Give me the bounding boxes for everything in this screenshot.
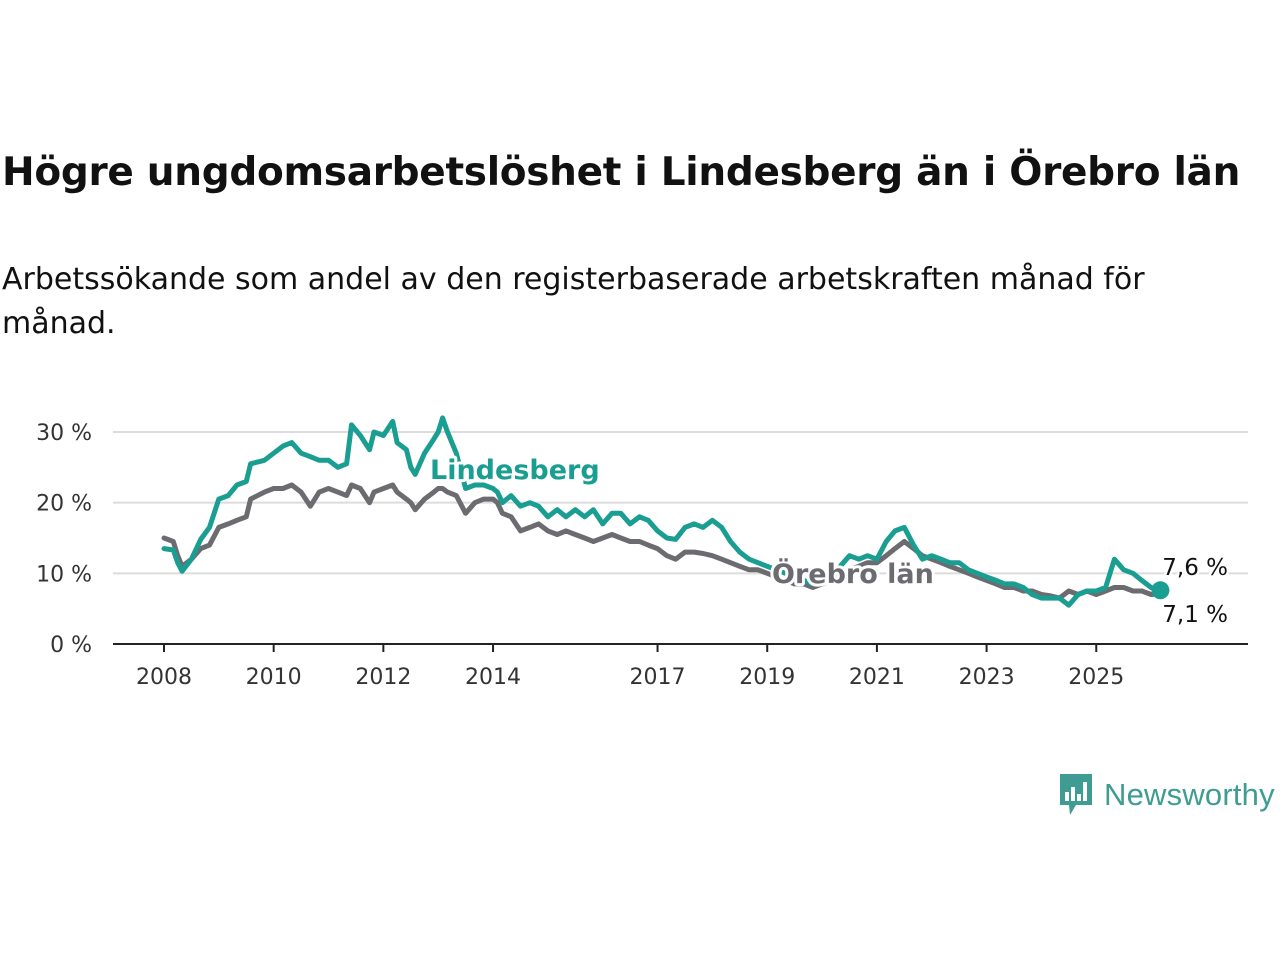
newsworthy-brand[interactable]: Newsworthy (1058, 772, 1275, 818)
chart-subtitle: Arbetssökande som andel av den registerb… (2, 262, 1145, 341)
x-axis: 2008 2010 2012 2014 2017 2019 2021 2023 2025 (113, 643, 1248, 690)
y-tick-label: 20 % (36, 492, 92, 517)
x-tick-label: 2021 (849, 665, 905, 690)
x-tick-label: 2023 (959, 665, 1015, 690)
x-tick-label: 2019 (739, 665, 795, 690)
series-line-orebro-lan (161, 482, 1163, 601)
newsworthy-logo-icon (1060, 774, 1092, 815)
series-label-lindesberg: Lindesberg (430, 455, 600, 486)
line-chart: 0 % 10 % 20 % 30 % 2008 2010 2012 2014 2017 2019… (36, 415, 1248, 690)
y-tick-label: 30 % (36, 421, 92, 446)
brand-name: Newsworthy (1104, 777, 1275, 812)
end-value-label-lindesberg: 7,6 % (1162, 555, 1228, 581)
x-tick-label: 2008 (136, 665, 192, 690)
end-value-label-orebro-lan: 7,1 % (1162, 602, 1228, 628)
x-tick-label: 2025 (1068, 665, 1124, 690)
series-lines (161, 415, 1170, 608)
y-tick-label: 0 % (50, 633, 92, 658)
series-labels: Lindesberg Örebro län 7,6 % 7,1 % (427, 452, 1231, 631)
chart-title: Högre ungdomsarbetslöshet i Lindesberg ä… (2, 150, 1241, 195)
y-tick-label: 10 % (36, 562, 92, 587)
series-label-orebro-lan: Örebro län (772, 557, 934, 590)
grid-lines (113, 431, 1248, 575)
x-tick-label: 2017 (630, 665, 686, 690)
x-tick-label: 2010 (246, 665, 302, 690)
x-tick-label: 2014 (465, 665, 521, 690)
series-line-lindesberg (161, 415, 1163, 608)
x-tick-label: 2012 (355, 665, 411, 690)
end-point-marker (1151, 581, 1170, 600)
y-axis: 0 % 10 % 20 % 30 % (36, 421, 92, 658)
